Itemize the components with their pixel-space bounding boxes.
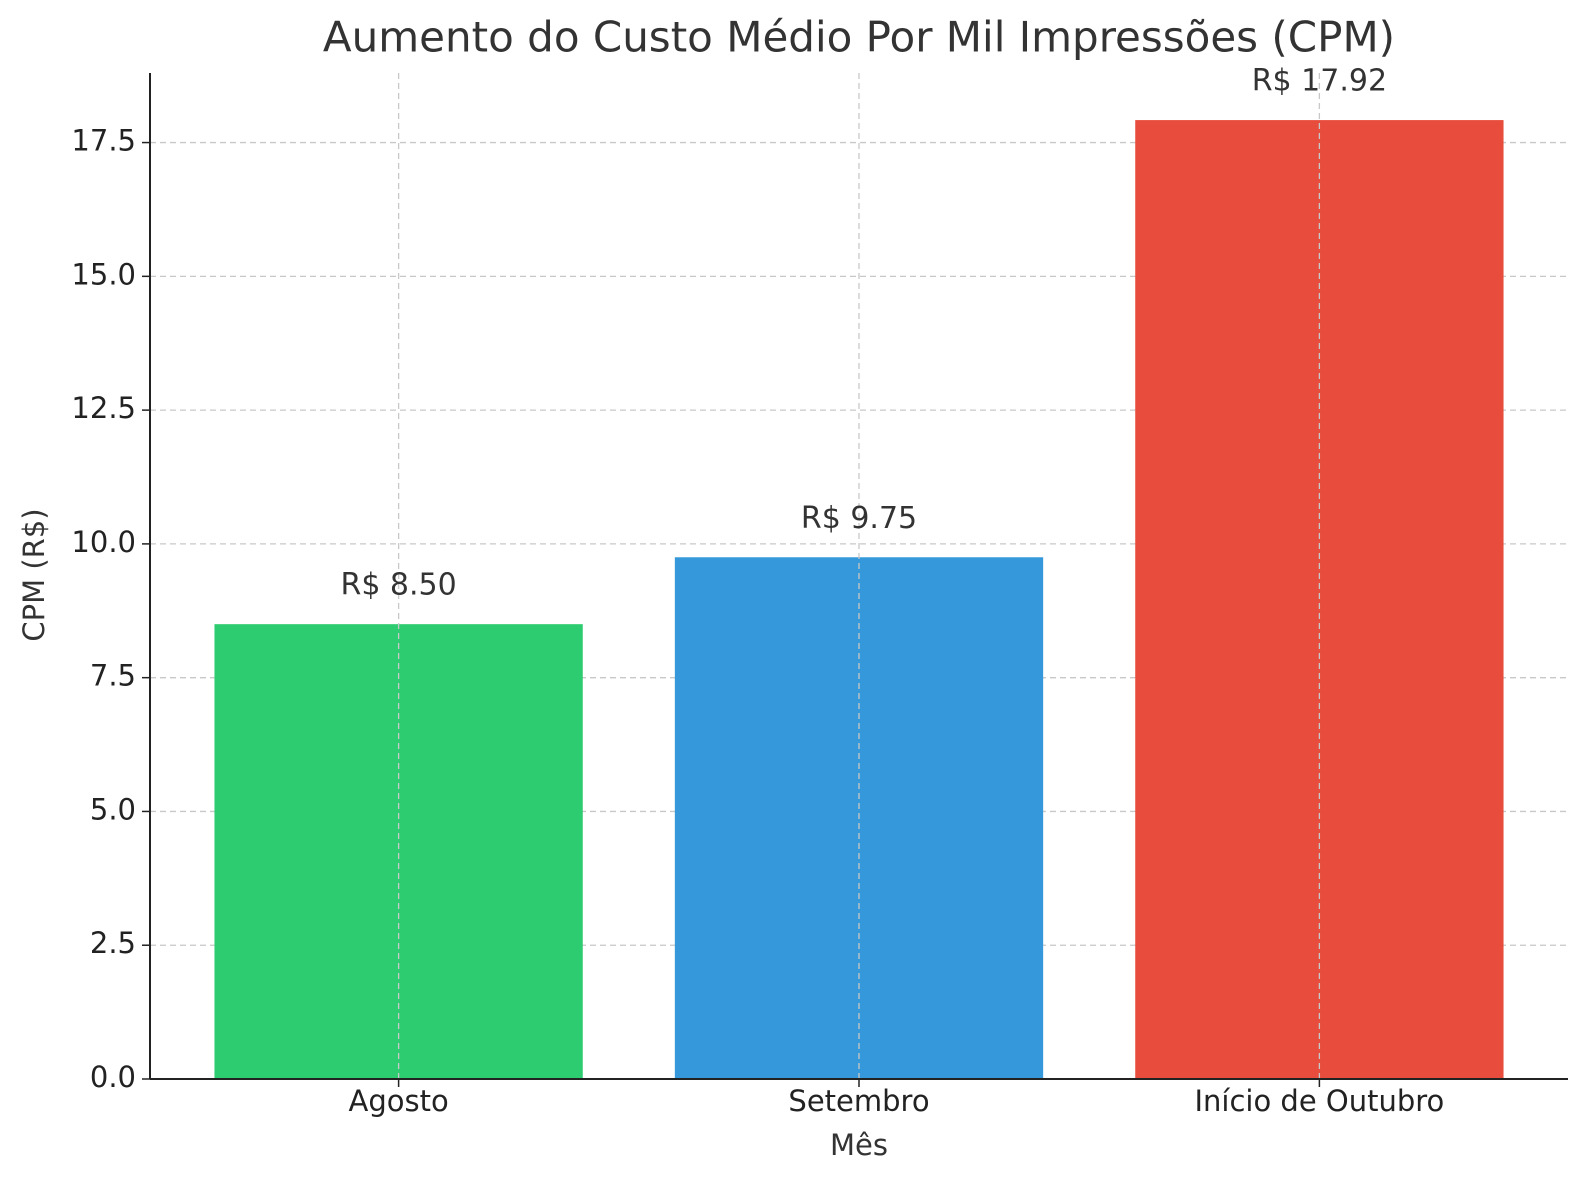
y-tick-label: 15.0 xyxy=(71,257,136,291)
bar xyxy=(1135,120,1504,1080)
x-tick-label: Início de Outubro xyxy=(1194,1084,1444,1118)
value-label: R$ 9.75 xyxy=(801,501,917,536)
y-tick-label: 17.5 xyxy=(71,124,136,158)
y-tick-label: 5.0 xyxy=(90,792,136,826)
value-label: R$ 17.92 xyxy=(1252,64,1387,99)
value-label: R$ 8.50 xyxy=(340,568,456,603)
y-axis-label: CPM (R$) xyxy=(17,508,51,641)
chart-title: Aumento do Custo Médio Por Mil Impressõe… xyxy=(323,13,1395,62)
x-axis-label: Mês xyxy=(830,1128,888,1162)
y-tick-label: 2.5 xyxy=(90,926,136,960)
y-tick-label: 12.5 xyxy=(71,391,136,425)
bar xyxy=(214,624,583,1079)
x-tick-label: Setembro xyxy=(788,1084,929,1118)
y-tick-label: 10.0 xyxy=(71,525,136,559)
x-tick-label: Agosto xyxy=(349,1084,449,1118)
y-tick-label: 7.5 xyxy=(90,659,136,693)
y-tick-label: 0.0 xyxy=(90,1060,136,1094)
